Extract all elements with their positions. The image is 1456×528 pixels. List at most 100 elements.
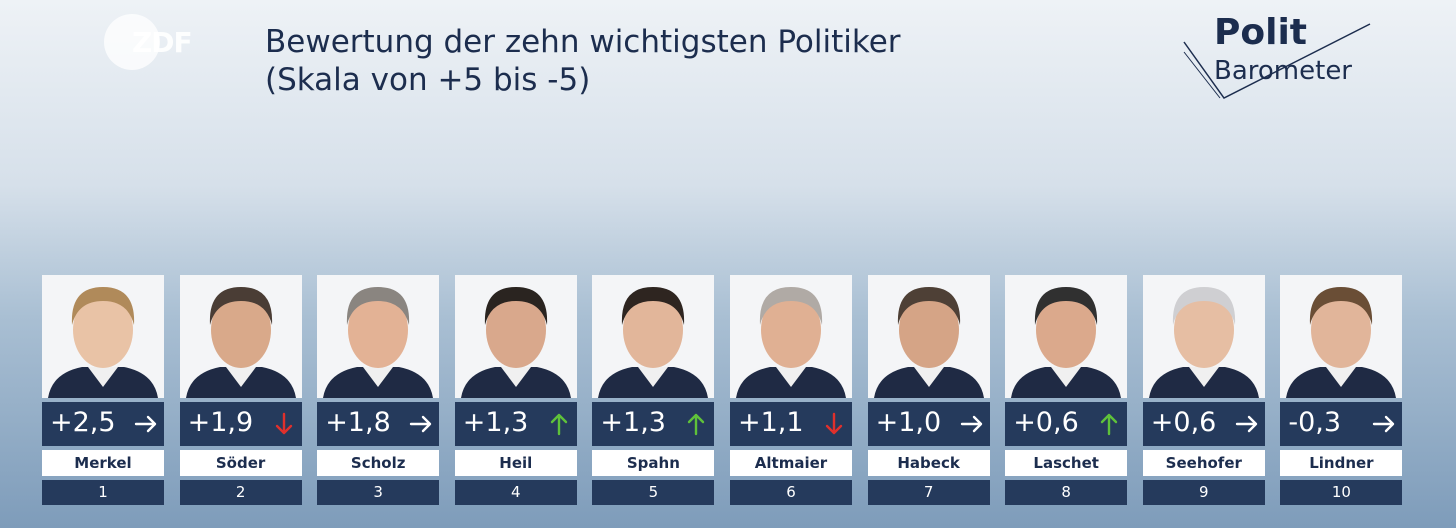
brand-check — [1183, 23, 1371, 99]
politician-name: Merkel — [42, 450, 164, 476]
politician-name: Spahn — [592, 450, 715, 476]
brand-top: Polit — [1214, 12, 1308, 53]
trend-arrow-path — [960, 415, 982, 433]
politician-card: +1,8 Scholz 3 — [317, 275, 440, 505]
rank: 9 — [1142, 480, 1265, 505]
portrait-shirt — [913, 367, 944, 387]
score-box: +0,6 — [1142, 402, 1265, 446]
portrait-head — [761, 292, 821, 368]
score: +1,3 — [462, 407, 529, 438]
portrait-hair — [897, 287, 960, 325]
score: +1,0 — [875, 407, 942, 438]
score: +2,5 — [50, 407, 116, 438]
trend-arrow — [409, 415, 432, 433]
trend-arrow — [1373, 415, 1395, 433]
score: +1,3 — [600, 407, 666, 438]
portrait-shirt — [1326, 367, 1357, 387]
score: +0,6 — [1150, 407, 1217, 438]
politician-card: -0,3 Lindner 10 — [1280, 275, 1403, 505]
score: +1,9 — [187, 407, 254, 438]
portrait-hair — [622, 287, 685, 325]
score-box: -0,3 — [1280, 402, 1403, 446]
portrait-head — [1311, 292, 1372, 368]
portrait — [730, 275, 852, 398]
logo-dot — [104, 14, 160, 70]
score-box: +1,1 — [730, 402, 852, 446]
politician-card: +0,6 Laschet 8 — [1005, 275, 1128, 505]
portrait-head — [1173, 292, 1234, 368]
score-box: +1,3 — [592, 402, 715, 446]
trend-arrow — [825, 412, 843, 435]
score: +1,8 — [325, 407, 391, 438]
trend-arrow — [688, 413, 705, 436]
portrait-shirt — [776, 367, 806, 387]
politician-name: Seehofer — [1142, 450, 1265, 476]
rank: 1 — [42, 480, 164, 505]
portrait-hair — [1310, 287, 1373, 325]
politician-name: Laschet — [1005, 450, 1128, 476]
score: +1,1 — [738, 407, 804, 438]
channel-name: ZDF — [132, 26, 193, 59]
politician-name: Heil — [454, 450, 577, 476]
title: Bewertung der zehn wichtigsten Politiker — [265, 24, 901, 60]
channel-logo: ZDF — [104, 14, 204, 70]
portrait — [867, 275, 990, 398]
portrait-hair — [1172, 287, 1235, 325]
score: -0,3 — [1288, 407, 1342, 438]
portrait-hair — [1035, 287, 1098, 325]
trend-arrow — [134, 415, 157, 433]
portrait-shirt — [363, 367, 394, 387]
portrait-shirt — [500, 367, 531, 387]
portrait-head — [485, 292, 546, 368]
portrait-hair — [71, 287, 135, 325]
portrait — [42, 275, 164, 398]
portrait-head — [898, 292, 959, 368]
politician-card: +2,5 Merkel 1 — [42, 275, 164, 505]
politician-name: Lindner — [1280, 450, 1403, 476]
portrait — [317, 275, 440, 398]
portrait-shirt — [638, 367, 669, 387]
portrait-head — [623, 292, 684, 368]
portrait-hair — [484, 287, 547, 325]
score-box: +1,8 — [317, 402, 440, 446]
rank: 8 — [1005, 480, 1128, 505]
trend-arrow — [960, 415, 982, 433]
trend-arrow — [1235, 415, 1257, 433]
trend-arrow-path — [550, 413, 567, 436]
score-box: +1,3 — [454, 402, 577, 446]
politician-card: +1,0 Habeck 7 — [867, 275, 990, 505]
rank: 7 — [867, 480, 990, 505]
trend-arrow — [1100, 413, 1118, 436]
rank: 5 — [592, 480, 715, 505]
portrait-hair — [209, 287, 272, 325]
rank: 3 — [317, 480, 440, 505]
portrait-head — [73, 292, 133, 368]
portrait-head — [1036, 292, 1097, 368]
portrait — [592, 275, 715, 398]
trend-arrow-path — [1235, 415, 1257, 433]
trend-arrow-path — [688, 413, 705, 436]
portrait — [454, 275, 577, 398]
portrait-shirt — [225, 367, 256, 387]
portrait-hair — [759, 287, 823, 325]
politician-card: +1,9 Söder 2 — [179, 275, 302, 505]
trend-arrow-path — [275, 412, 292, 435]
politician-name: Habeck — [867, 450, 990, 476]
politician-name: Altmaier — [730, 450, 852, 476]
portrait — [1005, 275, 1128, 398]
score: +0,6 — [1013, 407, 1079, 438]
trend-arrow — [550, 413, 567, 436]
brand-bottom: Barometer — [1214, 56, 1352, 86]
politician-card: +0,6 Seehofer 9 — [1142, 275, 1265, 505]
trend-arrow-path — [825, 412, 843, 435]
politician-card: +1,1 Altmaier 6 — [730, 275, 852, 505]
brand-logo: Polit Barometer — [1180, 12, 1380, 104]
trend-arrow-path — [1100, 413, 1118, 436]
trend-arrow-path — [1373, 415, 1395, 433]
portrait-hair — [347, 287, 410, 325]
politician-name: Söder — [179, 450, 302, 476]
score-box: +1,9 — [179, 402, 302, 446]
rank: 6 — [730, 480, 852, 505]
rank: 2 — [179, 480, 302, 505]
